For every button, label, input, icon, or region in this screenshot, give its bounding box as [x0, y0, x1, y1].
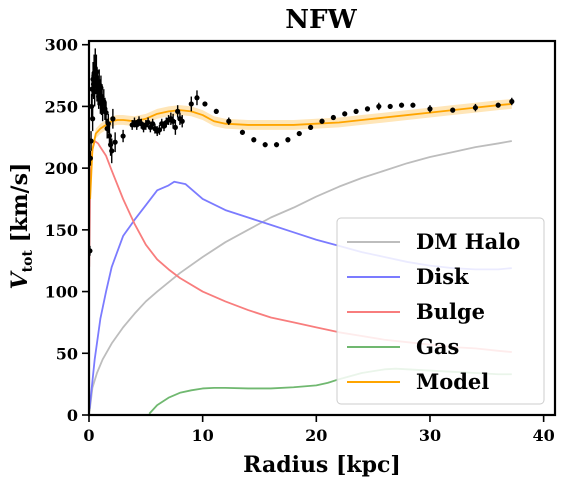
data-point — [472, 105, 479, 111]
x-axis-label: Radius [kpc] — [243, 452, 401, 478]
data-point — [364, 106, 371, 112]
data-point — [308, 124, 314, 131]
y-tick-label: 100 — [45, 283, 78, 302]
x-tick-label: 30 — [419, 426, 441, 445]
data-point — [387, 103, 393, 110]
data-point — [103, 109, 109, 116]
data-point — [179, 118, 185, 124]
data-point — [410, 102, 416, 108]
x-tick-label: 10 — [192, 426, 214, 445]
data-point — [285, 137, 291, 143]
series-dm-halo-line — [89, 140, 512, 412]
y-tick-label: 50 — [56, 344, 78, 363]
data-point — [112, 139, 118, 145]
legend-label-dm-halo: DM Halo — [416, 229, 520, 254]
data-point — [342, 111, 348, 117]
data-point — [120, 133, 126, 139]
y-tick-label: 150 — [45, 221, 78, 240]
x-tick-label: 40 — [533, 426, 555, 445]
data-point — [509, 98, 515, 105]
data-point — [175, 108, 181, 114]
y-axis-label-sub: tot — [20, 250, 36, 273]
plot-frame — [87, 39, 557, 417]
data-point — [202, 101, 208, 107]
series-model-line — [89, 103, 512, 200]
data-point — [194, 95, 200, 101]
y-tick-label: 250 — [45, 97, 78, 116]
legend-box — [336, 217, 545, 405]
data-point — [319, 118, 325, 124]
data-point — [213, 108, 219, 114]
data-point — [450, 107, 456, 113]
data-point — [170, 118, 176, 124]
x-tick-label: 0 — [83, 426, 94, 445]
data-point — [239, 129, 246, 135]
legend: DM Halo Disk Bulge Gas Model — [336, 217, 545, 405]
data-point — [109, 148, 115, 154]
data-point — [273, 142, 280, 148]
data-point — [330, 114, 336, 121]
data-point — [90, 116, 96, 122]
data-point — [427, 106, 433, 112]
data-point — [110, 116, 116, 122]
y-axis-label-unit: [km/s] — [7, 163, 33, 250]
legend-label-disk: Disk — [416, 264, 469, 289]
y-tick-label: 300 — [45, 36, 78, 55]
y-tick-label: 200 — [45, 159, 78, 178]
data-point — [145, 119, 151, 126]
y-axis-label: Vtot [km/s] — [7, 163, 36, 290]
data-point — [251, 137, 257, 143]
series-model-band — [90, 99, 512, 204]
data-point — [296, 130, 302, 137]
data-point — [353, 108, 359, 114]
data-point — [226, 118, 232, 124]
legend-label-gas: Gas — [416, 334, 459, 359]
data-point — [89, 138, 94, 144]
y-tick-label: 0 — [67, 406, 78, 425]
data-point — [156, 127, 163, 133]
data-point — [172, 124, 178, 131]
data-point — [262, 142, 268, 148]
legend-label-model: Model — [416, 369, 489, 394]
data-point — [495, 102, 501, 108]
data-point — [188, 101, 194, 107]
x-tick-label: 20 — [305, 426, 327, 445]
data-point — [150, 121, 156, 127]
y-axis-label-main: V — [7, 270, 33, 289]
data-point — [398, 102, 405, 108]
chart-title: NFW — [285, 5, 357, 35]
data-point — [376, 103, 382, 110]
legend-label-bulge: Bulge — [416, 299, 485, 324]
